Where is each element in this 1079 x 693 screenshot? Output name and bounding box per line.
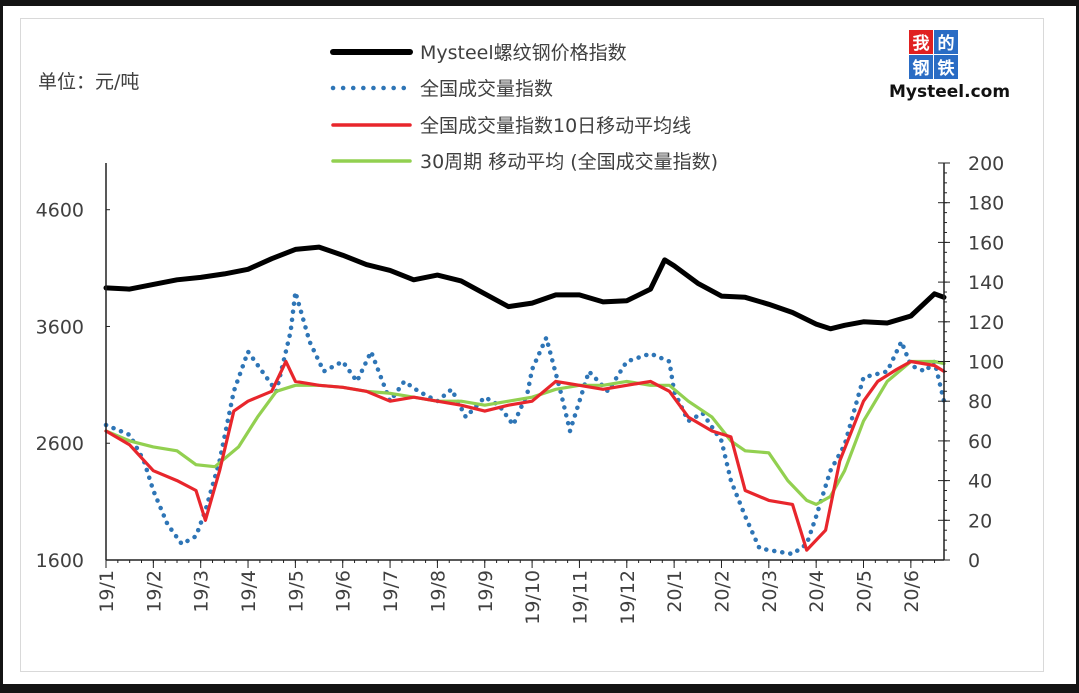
series-line-3 [104,359,946,506]
x-tick-label: 19/10 [522,570,544,625]
legend-label-1: 全国成交量指数 [420,78,553,100]
top-edge [0,0,1079,6]
x-tick-label: 20/2 [711,570,733,613]
y-right-tick-label: 160 [968,232,1004,254]
series-layer [103,244,947,557]
logo-box-2 [934,30,958,54]
logo-char-4: 铁 [938,58,955,79]
x-tick-label: 19/5 [285,570,307,613]
legend-label-3: 30周期 移动平均 (全国成交量指数) [420,151,718,173]
series-line-0 [103,244,947,332]
y-right-tick-label: 140 [968,272,1004,294]
series-line-2 [104,359,946,552]
y-right-tick-label: 80 [968,391,992,413]
y-right-tick-label: 100 [968,352,1004,374]
legend-label-0: Mysteel螺纹钢价格指数 [420,42,627,64]
y-right-tick-label: 180 [968,193,1004,215]
x-tick-label: 19/6 [333,570,355,613]
logo-box-1 [909,30,933,54]
y-left-tick-label: 3600 [36,316,84,338]
x-tick-label: 19/9 [475,570,497,613]
x-tick-label: 20/1 [664,570,686,613]
unit-label: 单位：元/吨 [38,71,139,93]
y-right-tick-label: 20 [968,510,992,532]
right-edge [1076,0,1079,693]
logo-char-3: 钢 [913,58,930,79]
logo-char-2: 的 [938,33,955,54]
x-tick-label: 19/11 [569,570,591,625]
series-line-1 [103,289,947,557]
y-right-tick-label: 0 [968,550,980,572]
x-tick-label: 20/3 [759,570,781,613]
chart-area-border [20,18,1044,672]
x-tick-label: 19/12 [617,570,639,625]
y-right-tick-label: 60 [968,431,992,453]
logo-char-1: 我 [913,34,930,54]
x-tick-label: 19/3 [191,570,213,613]
legend-label-2: 全国成交量指数10日移动平均线 [420,115,691,137]
mysteel-logo: 我 的 钢 铁 Mysteel.com [889,30,1010,102]
x-tick-label: 20/4 [806,570,828,613]
logo-box-4 [934,55,958,79]
x-tick-label: 19/2 [143,570,165,613]
x-tick-label: 20/6 [901,570,923,613]
bottom-edge [0,684,1079,693]
x-tick-label: 20/5 [854,570,876,613]
y-right-tick-label: 120 [968,312,1004,334]
axes-layer: 1600 2600 3600 4600 0 20 40 60 80 100 120 140 160 180… [36,153,1005,625]
y-right-tick-label: 40 [968,471,992,493]
x-tick-label: 19/1 [96,570,118,613]
x-tick-label: 19/8 [427,570,449,613]
y-left-tick-label: 1600 [36,550,84,572]
x-tick-label: 19/7 [380,570,402,613]
logo-wordmark: Mysteel.com [889,82,1010,102]
logo-box-3 [909,55,933,79]
left-edge [0,0,3,693]
y-left-tick-label: 2600 [36,433,84,455]
y-right-tick-label: 200 [968,153,1004,175]
x-tick-label: 19/4 [238,570,260,613]
y-left-tick-label: 4600 [36,200,84,222]
